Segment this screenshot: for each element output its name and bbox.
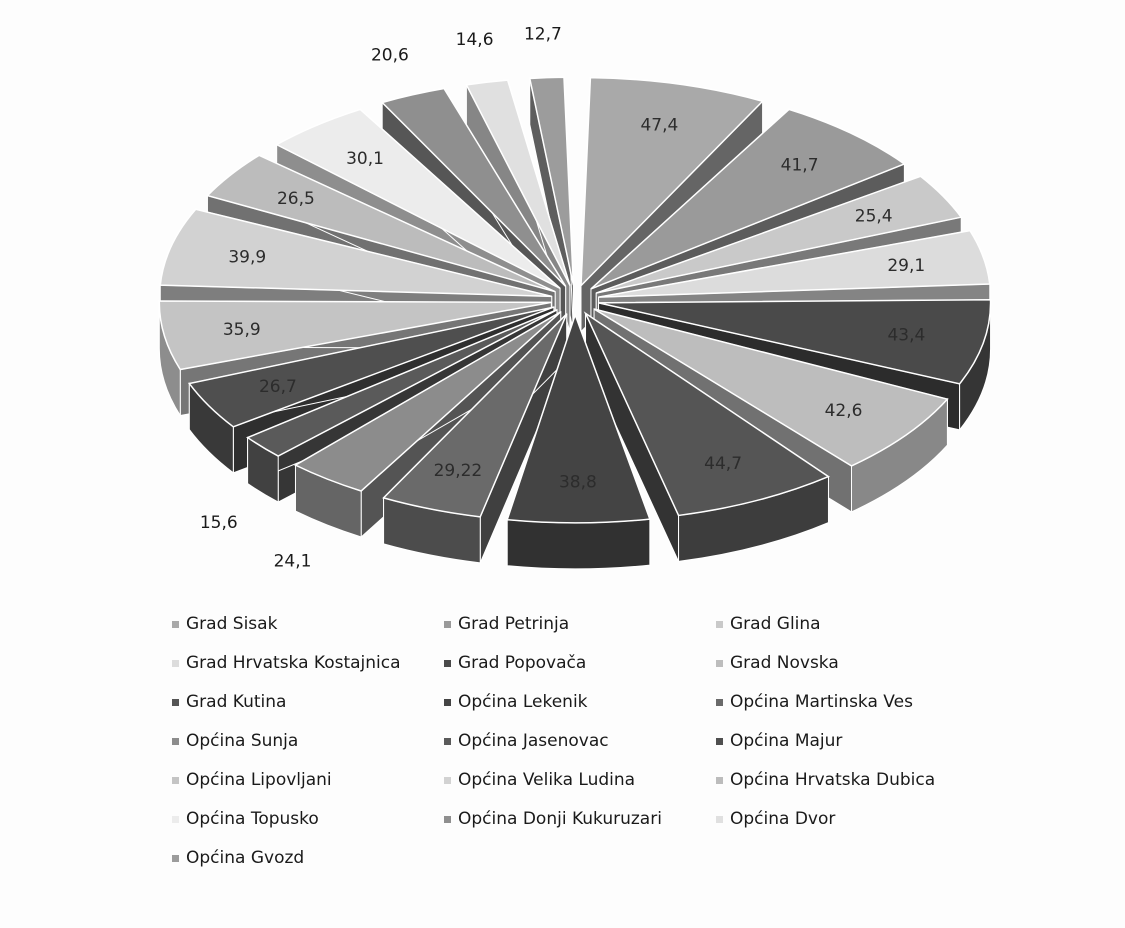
legend-item: Općina Martinska Ves	[716, 690, 992, 714]
legend-label: Općina Sunja	[186, 731, 299, 751]
legend-label: Općina Lipovljani	[186, 770, 332, 790]
legend-item: Općina Sunja	[172, 729, 444, 753]
pie-chart: 47,4 41,7 25,4 29,1 43,4 42,6 44,7 38,8 29,22 24,…	[158, 25, 992, 571]
pie-slice	[583, 311, 831, 563]
legend-item: Grad Hrvatska Kostajnica	[172, 651, 444, 675]
legend-item: Općina Lipovljani	[172, 768, 444, 792]
legend-item: Općina Topusko	[172, 807, 444, 831]
legend-marker	[172, 815, 179, 823]
pie-slice	[382, 312, 568, 564]
data-label: 15,6	[200, 513, 238, 533]
legend-marker	[172, 776, 179, 784]
legend-item: Općina Dvor	[716, 807, 992, 831]
data-label: 12,7	[524, 25, 562, 45]
legend-marker	[444, 815, 451, 823]
data-label: 14,6	[456, 30, 494, 50]
legend-item: Grad Novska	[716, 651, 992, 675]
legend-item: Grad Sisak	[172, 612, 444, 636]
legend-marker	[716, 659, 723, 667]
legend-label: Grad Novska	[730, 653, 839, 673]
legend-item: Općina Majur	[716, 729, 992, 753]
legend-label: Grad Hrvatska Kostajnica	[186, 653, 401, 673]
data-label: 25,4	[855, 207, 893, 227]
legend-item: Općina Hrvatska Dubica	[716, 768, 992, 792]
legend-marker	[172, 854, 179, 862]
data-label: 38,8	[559, 472, 597, 492]
legend-marker	[716, 698, 723, 706]
legend-marker	[444, 698, 451, 706]
legend-label: Grad Petrinja	[458, 614, 570, 634]
data-label: 26,7	[259, 377, 297, 397]
pie-slice	[506, 312, 651, 570]
legend-label: Općina Lekenik	[458, 692, 588, 712]
data-label: 42,6	[825, 401, 863, 421]
legend-marker	[716, 815, 723, 823]
data-label: 41,7	[781, 156, 819, 176]
legend-marker	[172, 620, 179, 628]
legend-item: Općina Jasenovac	[444, 729, 716, 753]
data-label: 44,7	[704, 454, 742, 474]
legend-label: Grad Glina	[730, 614, 821, 634]
legend-marker	[172, 737, 179, 745]
data-label: 39,9	[228, 247, 266, 267]
data-label: 29,22	[434, 461, 483, 481]
legend-label: Općina Donji Kukuruzari	[458, 809, 662, 829]
legend-label: Općina Majur	[730, 731, 843, 751]
legend-item: Općina Donji Kukuruzari	[444, 807, 716, 831]
legend-label: Grad Sisak	[186, 614, 278, 634]
legend-label: Grad Kutina	[186, 692, 287, 712]
legend-item: Grad Petrinja	[444, 612, 716, 636]
legend-label: Općina Topusko	[186, 809, 319, 829]
legend-marker	[444, 620, 451, 628]
legend-marker	[172, 659, 179, 667]
legend-marker	[444, 659, 451, 667]
legend-marker	[444, 776, 451, 784]
data-label: 24,1	[274, 551, 312, 571]
legend-item: Grad Popovača	[444, 651, 716, 675]
legend-label: Općina Dvor	[730, 809, 836, 829]
data-label: 47,4	[640, 116, 678, 136]
data-label: 43,4	[887, 326, 925, 346]
legend-item: Općina Velika Ludina	[444, 768, 716, 792]
legend-item: Općina Lekenik	[444, 690, 716, 714]
data-label: 35,9	[223, 320, 261, 340]
legend-marker	[716, 776, 723, 784]
legend-item: Grad Kutina	[172, 690, 444, 714]
legend-marker	[172, 698, 179, 706]
data-label: 30,1	[346, 149, 384, 169]
legend-item: Grad Glina	[716, 612, 992, 636]
legend-label: Općina Hrvatska Dubica	[730, 770, 936, 790]
legend-marker	[444, 737, 451, 745]
data-label: 20,6	[371, 45, 409, 65]
legend-label: Općina Velika Ludina	[458, 770, 636, 790]
legend-label: Općina Gvozd	[186, 848, 305, 868]
legend-marker	[716, 737, 723, 745]
data-label: 26,5	[277, 189, 315, 209]
legend-label: Grad Popovača	[458, 653, 587, 673]
legend-label: Općina Jasenovac	[458, 731, 609, 751]
legend-item: Općina Gvozd	[172, 846, 444, 870]
legend-label: Općina Martinska Ves	[730, 692, 913, 712]
data-label: 29,1	[887, 256, 925, 276]
legend: Grad Sisak Grad Petrinja Grad Glina Grad Hr…	[172, 612, 992, 870]
legend-marker	[716, 620, 723, 628]
